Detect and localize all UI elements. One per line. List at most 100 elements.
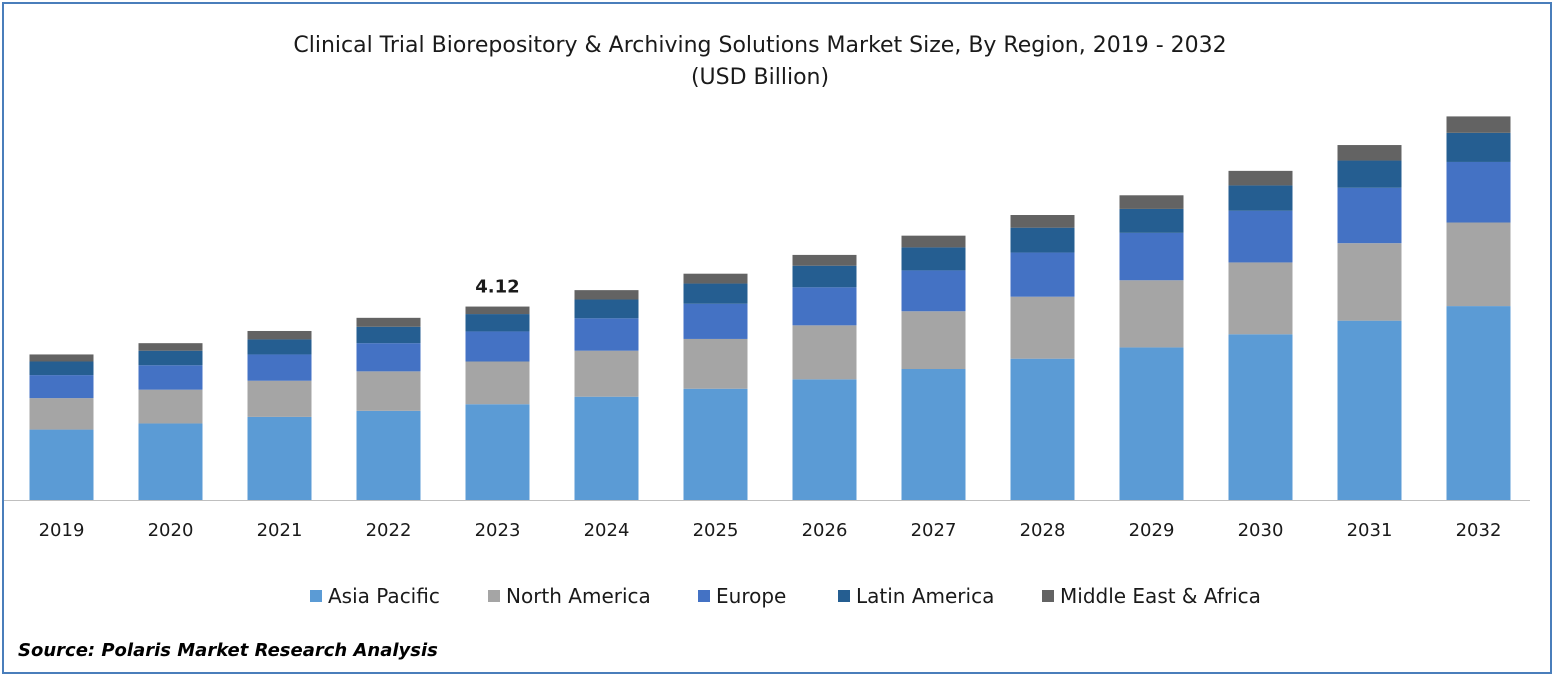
bar-segment-latin-america-2032 bbox=[1446, 132, 1511, 162]
legend-swatch-asia-pacific bbox=[310, 590, 322, 602]
bar-segment-europe-2031 bbox=[1337, 187, 1402, 244]
legend-swatch-latin-america bbox=[838, 590, 850, 602]
bar-segment-asia-pacific-2028 bbox=[1010, 358, 1075, 500]
bar-segment-middle-east-africa-2020 bbox=[138, 343, 203, 351]
bar-segment-middle-east-africa-2030 bbox=[1228, 170, 1293, 186]
bar-segment-north-america-2026 bbox=[792, 325, 857, 380]
bar-segment-middle-east-africa-2031 bbox=[1337, 145, 1402, 161]
x-tick-label-2026: 2026 bbox=[802, 520, 848, 541]
source-note: Source: Polaris Market Research Analysis bbox=[18, 640, 438, 661]
x-tick-label-2020: 2020 bbox=[148, 520, 194, 541]
bar-segment-north-america-2024 bbox=[574, 350, 639, 397]
bar-segment-middle-east-africa-2032 bbox=[1446, 116, 1511, 133]
x-tick-label-2029: 2029 bbox=[1129, 520, 1175, 541]
bar-segment-middle-east-africa-2026 bbox=[792, 254, 857, 266]
bar-segment-middle-east-africa-2023 bbox=[465, 306, 530, 315]
bar-segment-middle-east-africa-2019 bbox=[29, 354, 94, 362]
bar-segment-latin-america-2030 bbox=[1228, 185, 1293, 211]
bar-segment-europe-2025 bbox=[683, 303, 748, 339]
bar-segment-middle-east-africa-2022 bbox=[356, 317, 421, 327]
bar-segment-north-america-2025 bbox=[683, 338, 748, 389]
x-tick-label-2024: 2024 bbox=[584, 520, 630, 541]
bar-segment-europe-2029 bbox=[1119, 232, 1184, 281]
chart-title: Clinical Trial Biorepository & Archiving… bbox=[293, 33, 1227, 58]
bar-segment-north-america-2023 bbox=[465, 361, 530, 405]
bar-segment-europe-2026 bbox=[792, 287, 857, 326]
bar-segment-latin-america-2021 bbox=[247, 339, 312, 355]
x-tick-label-2025: 2025 bbox=[693, 520, 739, 541]
legend-label-latin-america: Latin America bbox=[856, 584, 994, 608]
legend-swatch-europe bbox=[698, 590, 710, 602]
bar-segment-latin-america-2025 bbox=[683, 283, 748, 304]
bar-segment-latin-america-2023 bbox=[465, 314, 530, 332]
bar-segment-europe-2032 bbox=[1446, 161, 1511, 223]
bar-segment-latin-america-2024 bbox=[574, 299, 639, 319]
bar-segment-north-america-2031 bbox=[1337, 243, 1402, 321]
x-tick-label-2023: 2023 bbox=[475, 520, 521, 541]
chart-subtitle: (USD Billion) bbox=[690, 65, 830, 90]
x-tick-label-2027: 2027 bbox=[911, 520, 957, 541]
bar-segment-asia-pacific-2021 bbox=[247, 416, 312, 500]
bar-segment-north-america-2030 bbox=[1228, 262, 1293, 335]
bar-segment-north-america-2022 bbox=[356, 371, 421, 411]
bar-segment-north-america-2028 bbox=[1010, 296, 1075, 359]
bar-segment-asia-pacific-2022 bbox=[356, 410, 421, 500]
bar-segment-latin-america-2031 bbox=[1337, 160, 1402, 188]
bar-segment-europe-2019 bbox=[29, 375, 94, 399]
x-tick-label-2032: 2032 bbox=[1456, 520, 1502, 541]
bar-segment-asia-pacific-2025 bbox=[683, 388, 748, 500]
bar-segment-north-america-2027 bbox=[901, 311, 966, 370]
bar-segment-europe-2022 bbox=[356, 343, 421, 372]
bar-segment-north-america-2019 bbox=[29, 398, 94, 430]
bar-segment-north-america-2020 bbox=[138, 389, 203, 424]
bar-segment-latin-america-2027 bbox=[901, 247, 966, 271]
bar-segment-europe-2028 bbox=[1010, 252, 1075, 297]
legend-label-europe: Europe bbox=[716, 584, 786, 608]
x-tick-label-2031: 2031 bbox=[1347, 520, 1393, 541]
bar-segment-latin-america-2020 bbox=[138, 350, 203, 366]
bar-segment-middle-east-africa-2024 bbox=[574, 290, 639, 300]
bar-segment-asia-pacific-2024 bbox=[574, 396, 639, 500]
legend-swatch-north-america bbox=[488, 590, 500, 602]
bar-segment-asia-pacific-2030 bbox=[1228, 334, 1293, 500]
bar-segment-asia-pacific-2029 bbox=[1119, 347, 1184, 500]
bar-segment-asia-pacific-2026 bbox=[792, 379, 857, 500]
bar-segment-asia-pacific-2023 bbox=[465, 404, 530, 500]
x-tick-label-2030: 2030 bbox=[1238, 520, 1284, 541]
x-tick-label-2021: 2021 bbox=[257, 520, 303, 541]
bar-segment-europe-2020 bbox=[138, 365, 203, 390]
bar-segment-asia-pacific-2031 bbox=[1337, 320, 1402, 500]
bar-segment-europe-2030 bbox=[1228, 210, 1293, 263]
bar-segment-asia-pacific-2020 bbox=[138, 423, 203, 500]
bar-segment-north-america-2029 bbox=[1119, 280, 1184, 348]
bar-segment-middle-east-africa-2021 bbox=[247, 330, 312, 340]
bar-segment-middle-east-africa-2028 bbox=[1010, 215, 1075, 228]
bar-segment-europe-2024 bbox=[574, 318, 639, 351]
bar-segment-latin-america-2026 bbox=[792, 265, 857, 288]
data-label-2023: 4.12 bbox=[475, 277, 519, 298]
bar-segment-asia-pacific-2027 bbox=[901, 369, 966, 500]
x-tick-label-2022: 2022 bbox=[366, 520, 412, 541]
bar-segment-middle-east-africa-2027 bbox=[901, 235, 966, 248]
x-tick-label-2019: 2019 bbox=[39, 520, 85, 541]
bar-segment-north-america-2021 bbox=[247, 380, 312, 417]
bar-segment-latin-america-2028 bbox=[1010, 227, 1075, 253]
bar-segment-asia-pacific-2019 bbox=[29, 429, 94, 500]
x-tick-label-2028: 2028 bbox=[1020, 520, 1066, 541]
bar-segment-middle-east-africa-2029 bbox=[1119, 195, 1184, 209]
bar-segment-latin-america-2029 bbox=[1119, 208, 1184, 233]
legend-swatch-middle-east-africa bbox=[1042, 590, 1054, 602]
bar-segment-latin-america-2019 bbox=[29, 361, 94, 376]
bar-segment-europe-2023 bbox=[465, 331, 530, 362]
bar-segment-north-america-2032 bbox=[1446, 222, 1511, 307]
legend-label-asia-pacific: Asia Pacific bbox=[328, 584, 440, 608]
legend-label-north-america: North America bbox=[506, 584, 651, 608]
legend-label-middle-east-africa: Middle East & Africa bbox=[1060, 584, 1261, 608]
bar-segment-europe-2027 bbox=[901, 270, 966, 312]
bar-segment-asia-pacific-2032 bbox=[1446, 306, 1511, 500]
bar-segment-middle-east-africa-2025 bbox=[683, 273, 748, 284]
bar-segment-europe-2021 bbox=[247, 354, 312, 381]
bar-segment-latin-america-2022 bbox=[356, 326, 421, 344]
